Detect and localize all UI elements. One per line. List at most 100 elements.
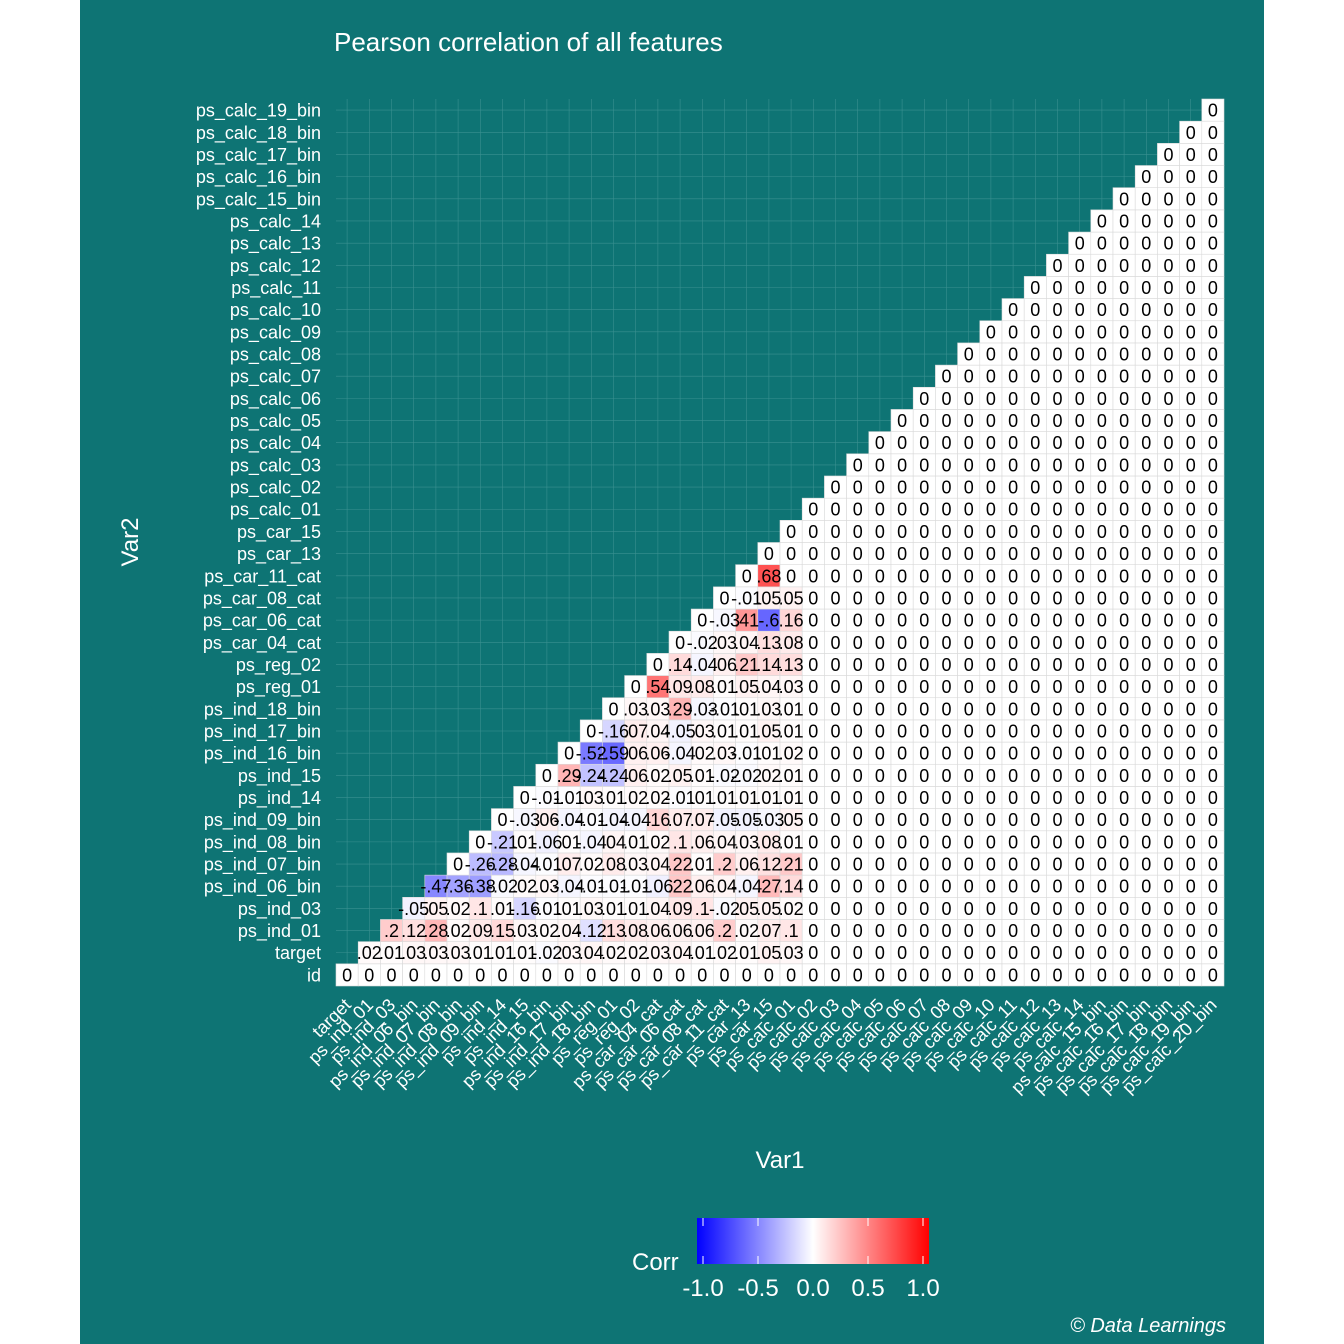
y-axis-title: Var2 bbox=[117, 518, 144, 567]
x-tick-labels: targetps_ind_01ps_ind_03ps_ind_06_binps_… bbox=[304, 995, 1221, 1098]
cell-value-label: 0 bbox=[1186, 278, 1196, 298]
cell-value-label: 0 bbox=[897, 943, 907, 963]
cell-value-label: .01 bbox=[512, 943, 537, 963]
cell-value-label: .54 bbox=[645, 677, 670, 697]
cell-value-label: 0 bbox=[542, 965, 552, 985]
cell-value-label: 0 bbox=[919, 655, 929, 675]
cell-value-label: .02 bbox=[623, 943, 648, 963]
cell-value-label: 0 bbox=[1208, 522, 1218, 542]
cell-value-label: 0 bbox=[1141, 965, 1151, 985]
cell-value-label: 0 bbox=[1052, 721, 1062, 741]
cell-value-label: 0 bbox=[1119, 810, 1129, 830]
cell-value-label: 0 bbox=[1119, 699, 1129, 719]
cell-value-label: 0 bbox=[1075, 478, 1085, 498]
cell-value-label: 0 bbox=[1141, 832, 1151, 852]
cell-value-label: .02 bbox=[512, 877, 537, 897]
cell-value-label: 0 bbox=[964, 566, 974, 586]
cell-value-label: 0 bbox=[1208, 832, 1218, 852]
cell-value-label: 0 bbox=[1141, 943, 1151, 963]
cell-value-label: 0 bbox=[1097, 234, 1107, 254]
cell-value-label: 0 bbox=[1052, 611, 1062, 631]
cell-value-label: 0 bbox=[808, 810, 818, 830]
cell-value-label: 0 bbox=[1208, 788, 1218, 808]
cell-value-label: 0 bbox=[1141, 478, 1151, 498]
cell-value-label: 0 bbox=[808, 855, 818, 875]
cell-value-label: 0 bbox=[941, 655, 951, 675]
cell-value-label: 0 bbox=[875, 921, 885, 941]
cell-value-label: 0 bbox=[1163, 500, 1173, 520]
cell-value-label: 0 bbox=[1141, 655, 1151, 675]
cell-value-label: 0 bbox=[986, 588, 996, 608]
cell-value-label: 0 bbox=[830, 877, 840, 897]
cell-value-label: 0 bbox=[742, 965, 752, 985]
cell-value-label: 0 bbox=[919, 433, 929, 453]
cell-value-label: -.52 bbox=[576, 744, 607, 764]
cell-value-label: 0 bbox=[1075, 965, 1085, 985]
cell-layer bbox=[335, 98, 1225, 987]
cell-value-label: 0 bbox=[1008, 411, 1018, 431]
cell-value-label: 0 bbox=[1075, 566, 1085, 586]
cell-value-label: 0 bbox=[1186, 899, 1196, 919]
cell-value-label: 0 bbox=[1208, 411, 1218, 431]
cell-label-layer: 0 0.020.01.20.03.12-.050.03.28.05-.470.03… bbox=[342, 101, 1218, 986]
heatmap-cell bbox=[1201, 98, 1225, 122]
cell-value-label: .04 bbox=[712, 832, 737, 852]
cell-value-label: .29 bbox=[557, 766, 582, 786]
cell-value-label: 0 bbox=[808, 522, 818, 542]
cell-value-label: 0 bbox=[830, 721, 840, 741]
cell-value-label: 0 bbox=[1208, 810, 1218, 830]
cell-value-label: .02 bbox=[779, 744, 804, 764]
cell-value-label: 0 bbox=[964, 478, 974, 498]
cell-value-label: 0 bbox=[786, 965, 796, 985]
cell-value-label: .02 bbox=[534, 921, 559, 941]
cell-value-label: .08 bbox=[690, 677, 715, 697]
cell-value-label: 0 bbox=[1119, 345, 1129, 365]
cell-value-label: .1 bbox=[784, 921, 799, 941]
cell-value-label: .03 bbox=[579, 899, 604, 919]
cell-value-label: 0 bbox=[853, 633, 863, 653]
cell-value-label: 0 bbox=[1186, 322, 1196, 342]
cell-value-label: 0 bbox=[808, 655, 818, 675]
cell-value-label: .01 bbox=[690, 943, 715, 963]
cell-value-label: 0 bbox=[1052, 300, 1062, 320]
cell-value-label: 0 bbox=[1208, 500, 1218, 520]
cell-value-label: 0 bbox=[1163, 300, 1173, 320]
cell-value-label: 0 bbox=[719, 965, 729, 985]
cell-value-label: 0 bbox=[897, 855, 907, 875]
cell-value-label: 0 bbox=[1163, 810, 1173, 830]
cell-value-label: 0 bbox=[964, 699, 974, 719]
cell-value-label: 0 bbox=[1208, 211, 1218, 231]
cell-value-label: 0 bbox=[853, 899, 863, 919]
cell-value-label: 0 bbox=[1186, 478, 1196, 498]
cell-value-label: 0 bbox=[1008, 433, 1018, 453]
cell-value-label: .01 bbox=[779, 721, 804, 741]
cell-value-label: -.21 bbox=[487, 832, 518, 852]
cell-value-label: -.01 bbox=[598, 877, 629, 897]
cell-value-label: .01 bbox=[756, 788, 781, 808]
cell-value-label: .01 bbox=[690, 855, 715, 875]
cell-value-label: 0 bbox=[1141, 300, 1151, 320]
cell-value-label: .03 bbox=[423, 943, 448, 963]
cell-value-label: 0 bbox=[897, 478, 907, 498]
cell-value-label: 0 bbox=[1052, 943, 1062, 963]
cell-value-label: 0 bbox=[453, 965, 463, 985]
cell-value-label: 0 bbox=[986, 677, 996, 697]
cell-value-label: 0 bbox=[986, 522, 996, 542]
cell-value-label: 0 bbox=[853, 478, 863, 498]
cell-value-label: 0 bbox=[1208, 766, 1218, 786]
cell-value-label: 0 bbox=[1097, 965, 1107, 985]
cell-value-label: 0 bbox=[1163, 721, 1173, 741]
cell-value-label: -.03 bbox=[509, 810, 540, 830]
cell-value-label: 0 bbox=[1008, 899, 1018, 919]
cell-value-label: 0 bbox=[830, 810, 840, 830]
legend-tick-label: -0.5 bbox=[737, 1275, 778, 1302]
cell-value-label: 0 bbox=[1052, 766, 1062, 786]
cell-value-label: -.36 bbox=[443, 877, 474, 897]
cell-value-label: 0 bbox=[941, 455, 951, 475]
y-tick-label: ps_ind_17_bin bbox=[204, 721, 321, 742]
cell-value-label: 0 bbox=[1163, 943, 1173, 963]
y-tick-label: ps_ind_15 bbox=[238, 766, 321, 787]
cell-value-label: 0 bbox=[964, 877, 974, 897]
cell-value-label: 0 bbox=[1186, 544, 1196, 564]
cell-value-label: 0 bbox=[1141, 322, 1151, 342]
